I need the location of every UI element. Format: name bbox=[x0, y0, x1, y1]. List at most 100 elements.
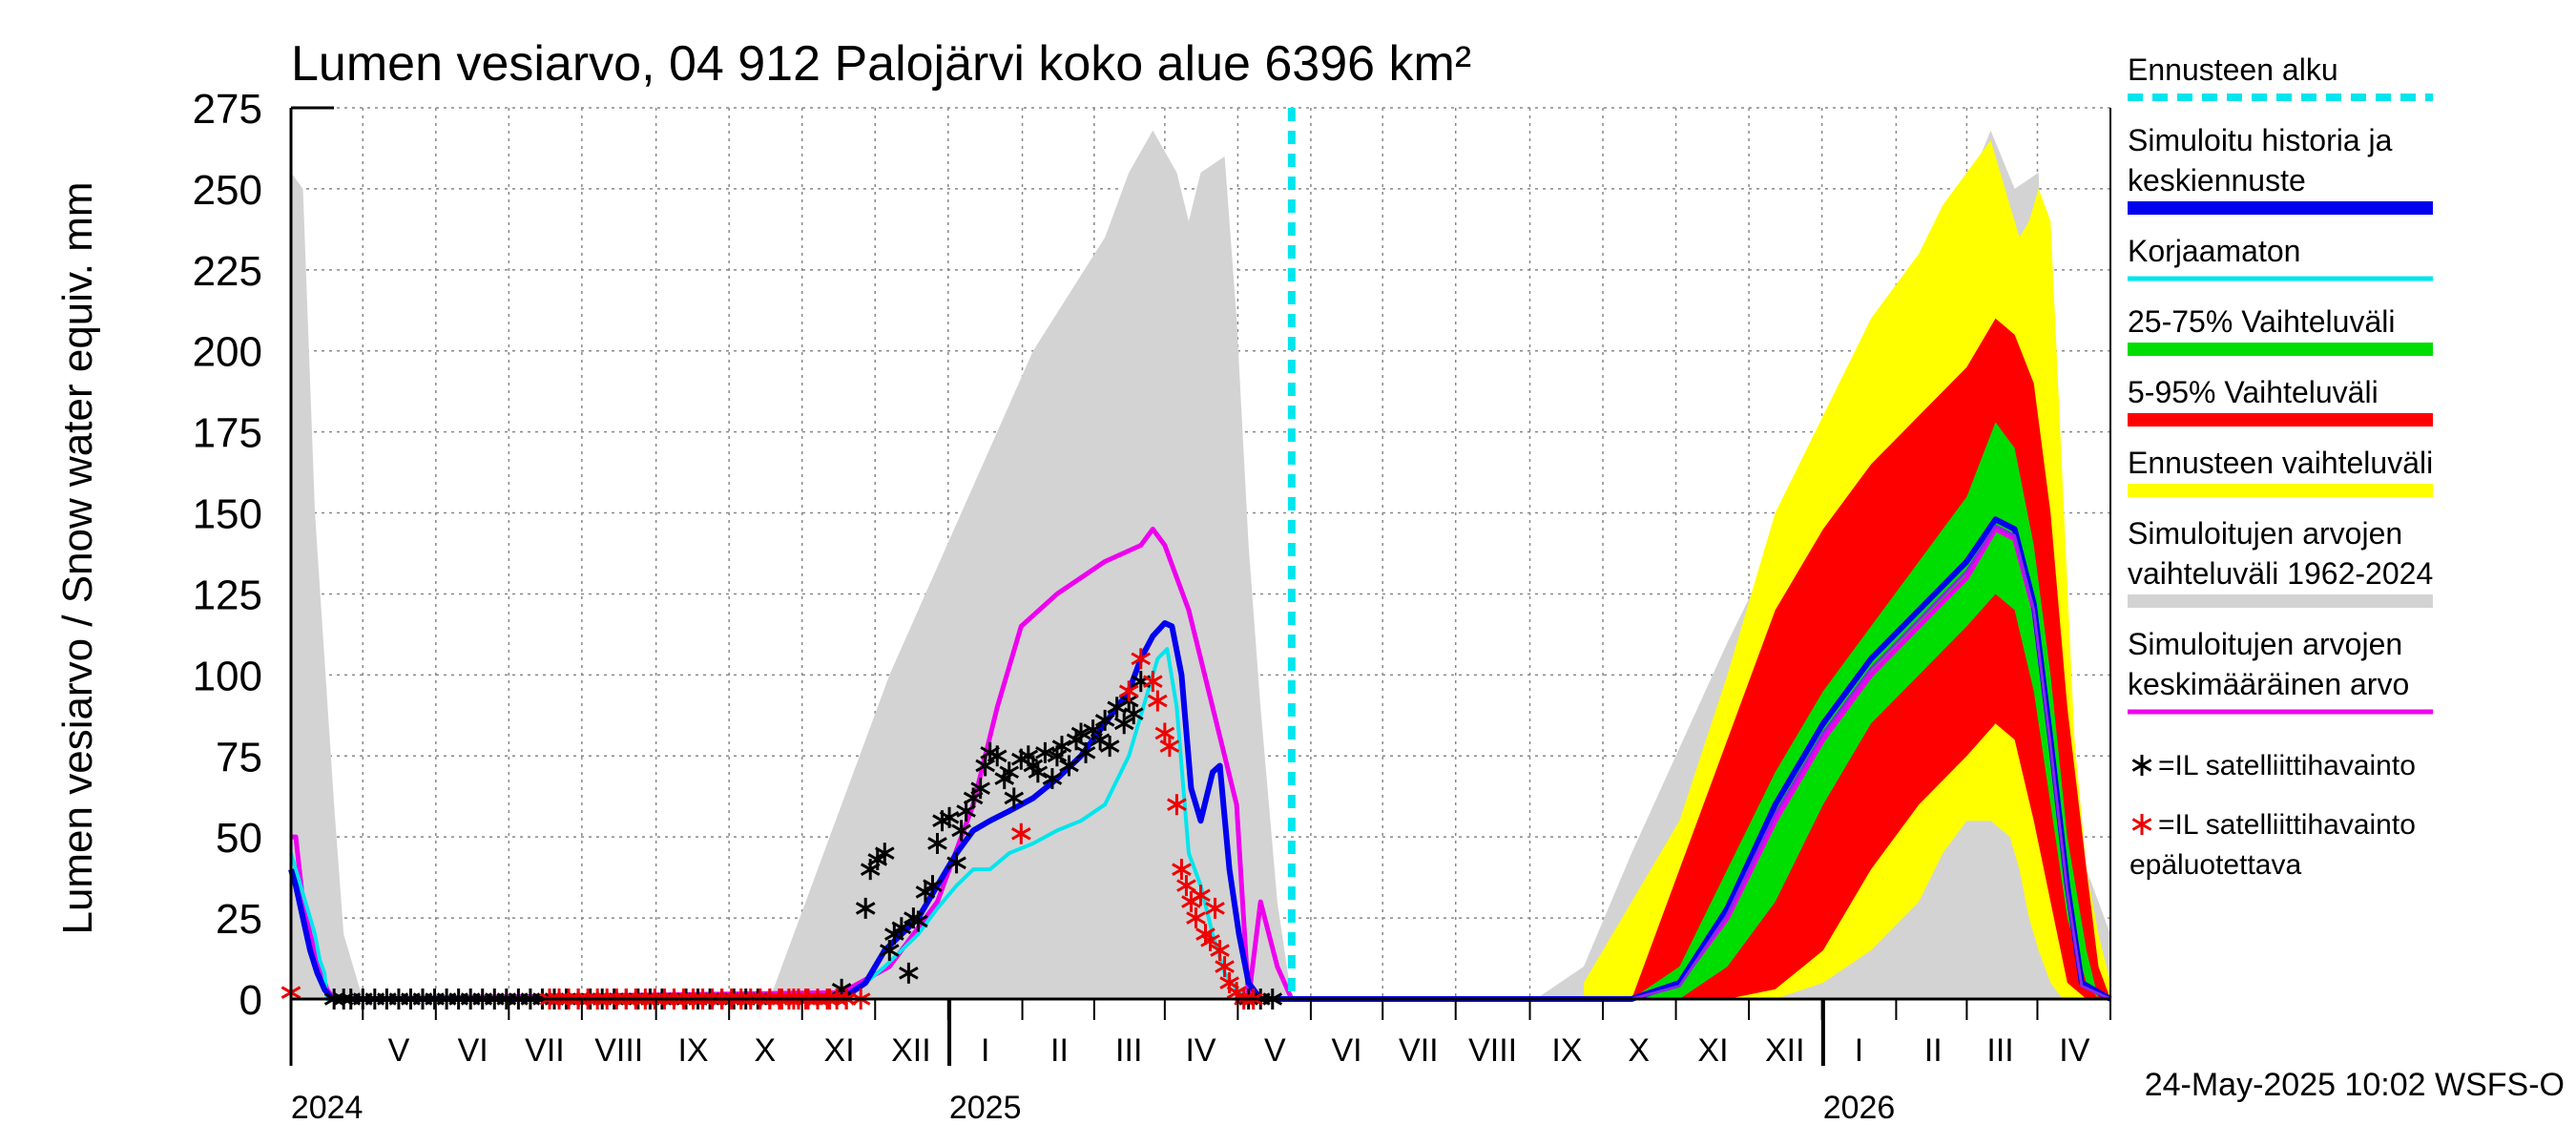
legend-label-0: Ennusteen alku bbox=[2128, 52, 2338, 87]
series-line-0 bbox=[291, 527, 1295, 1002]
marker-1-9 bbox=[1010, 822, 1031, 844]
y-tick-label-8: 200 bbox=[193, 329, 262, 376]
y-tick-label-7: 175 bbox=[193, 410, 262, 457]
month-label-22: III bbox=[1986, 1032, 2013, 1069]
marker-0-72-stroke-2 bbox=[1059, 759, 1079, 773]
marker-0-54 bbox=[951, 820, 971, 842]
marker-0-75 bbox=[1075, 741, 1096, 763]
marker-0-79-stroke-2 bbox=[1099, 739, 1120, 753]
marker-0-53-stroke-2 bbox=[946, 856, 966, 870]
legend-marker-label-1: =IL satelliittihavainto bbox=[2158, 809, 2416, 841]
month-label-10: III bbox=[1115, 1032, 1142, 1069]
month-label-19: XII bbox=[1765, 1032, 1805, 1069]
marker-1-23 bbox=[1200, 929, 1220, 951]
marker-1-16 bbox=[1167, 794, 1187, 816]
marker-0-68-stroke-2 bbox=[1035, 746, 1055, 760]
legend-label-7: Simuloitujen arvojen bbox=[2128, 627, 2402, 661]
marker-0-42-stroke-2 bbox=[879, 944, 900, 957]
marker-0-54-stroke-2 bbox=[951, 823, 971, 838]
marker-0-60-stroke-2 bbox=[987, 749, 1008, 763]
marker-1-24-stroke-2 bbox=[1205, 902, 1225, 915]
y-tick-label-3: 75 bbox=[216, 734, 262, 781]
band-0 bbox=[291, 130, 2110, 1000]
month-label-15: VIII bbox=[1468, 1032, 1517, 1069]
month-label-4: IX bbox=[677, 1032, 708, 1069]
marker-1-26 bbox=[1215, 956, 1235, 978]
month-label-11: IV bbox=[1185, 1032, 1215, 1069]
legend-label-4: 5-95% Vaihteluväli bbox=[2128, 375, 2379, 409]
legend-label2-7: keskimääräinen arvo bbox=[2128, 667, 2409, 701]
marker-0-77-stroke-2 bbox=[1090, 733, 1111, 747]
marker-1-15 bbox=[1159, 736, 1180, 758]
month-label-14: VII bbox=[1399, 1032, 1439, 1069]
legend-marker-1-stroke-2 bbox=[2131, 818, 2152, 831]
marker-1-12-stroke-2 bbox=[1142, 675, 1163, 688]
y-tick-label-0: 0 bbox=[239, 977, 262, 1024]
month-label-8: I bbox=[981, 1032, 989, 1069]
marker-0-62 bbox=[999, 761, 1020, 783]
marker-1-13 bbox=[1148, 690, 1168, 712]
y-axis-label: Lumen vesiarvo / Snow water equiv. mm bbox=[54, 181, 101, 934]
marker-0-78-stroke-2 bbox=[1094, 714, 1115, 727]
marker-0-75-stroke-2 bbox=[1075, 746, 1096, 760]
marker-1-20-stroke-2 bbox=[1186, 911, 1206, 925]
marker-0-50-stroke-2 bbox=[927, 837, 947, 850]
marker-0-57-stroke-2 bbox=[970, 781, 990, 796]
month-label-12: V bbox=[1264, 1032, 1286, 1069]
marker-0-69 bbox=[1042, 768, 1063, 790]
marker-0-44 bbox=[891, 917, 912, 939]
year-label-2: 2026 bbox=[1823, 1090, 1896, 1126]
month-label-3: VIII bbox=[594, 1032, 643, 1069]
month-label-9: II bbox=[1050, 1032, 1069, 1069]
marker-1-21-stroke-2 bbox=[1191, 888, 1211, 903]
marker-1-11-stroke-2 bbox=[1131, 652, 1152, 666]
chart-title: Lumen vesiarvo, 04 912 Palojärvi koko al… bbox=[291, 36, 1471, 92]
marker-0-63-stroke-2 bbox=[1004, 791, 1025, 805]
month-label-21: II bbox=[1924, 1032, 1942, 1069]
marker-1-25-stroke-2 bbox=[1210, 944, 1230, 957]
marker-1-24 bbox=[1205, 897, 1225, 919]
month-label-16: IX bbox=[1551, 1032, 1582, 1069]
y-tick-label-6: 150 bbox=[193, 491, 262, 538]
marker-1-9-stroke-2 bbox=[1010, 826, 1031, 841]
marker-0-67-stroke-2 bbox=[1028, 765, 1049, 780]
marker-0-62-stroke-2 bbox=[999, 765, 1020, 780]
marker-1-11 bbox=[1131, 648, 1152, 670]
marker-0-49 bbox=[923, 875, 943, 897]
marker-0-41 bbox=[874, 843, 895, 864]
legend-label2-1: keskiennuste bbox=[2128, 163, 2306, 198]
marker-0-63 bbox=[1004, 787, 1025, 809]
marker-1-26-stroke-2 bbox=[1215, 960, 1235, 973]
marker-1-14-stroke-2 bbox=[1154, 726, 1175, 740]
month-label-1: VI bbox=[458, 1032, 488, 1069]
year-label-1: 2025 bbox=[949, 1090, 1022, 1126]
marker-1-27-stroke-2 bbox=[1219, 976, 1239, 989]
marker-1-18-stroke-2 bbox=[1176, 879, 1196, 892]
legend-marker-0-stroke-2 bbox=[2131, 759, 2152, 772]
marker-0-38-stroke-2 bbox=[855, 902, 876, 915]
footer-timestamp: 24-May-2025 10:02 WSFS-O bbox=[2145, 1067, 2565, 1103]
y-tick-label-4: 100 bbox=[193, 653, 262, 699]
marker-0-67 bbox=[1028, 761, 1049, 783]
y-tick-label-2: 50 bbox=[216, 815, 262, 862]
marker-1-15-stroke-2 bbox=[1159, 739, 1180, 753]
marker-0-74 bbox=[1070, 722, 1091, 744]
legend: Ennusteen alku Simuloitu historia ja keski… bbox=[2128, 52, 2433, 881]
legend-label-1: Simuloitu historia ja bbox=[2128, 123, 2393, 157]
marker-0-52 bbox=[939, 806, 960, 828]
marker-0-72 bbox=[1059, 755, 1079, 777]
y-tick-label-9: 225 bbox=[193, 248, 262, 295]
y-tick-label-5: 125 bbox=[193, 572, 262, 618]
marker-0-38 bbox=[855, 897, 876, 919]
marker-0-57 bbox=[970, 778, 990, 800]
marker-0-49-stroke-2 bbox=[923, 879, 943, 892]
marker-0-79 bbox=[1099, 736, 1120, 758]
marker-1-20 bbox=[1186, 907, 1206, 929]
marker-0-50 bbox=[927, 832, 947, 854]
legend-label-6: Simuloitujen arvojen bbox=[2128, 516, 2402, 551]
marker-1-25 bbox=[1210, 940, 1230, 962]
marker-0-44-stroke-2 bbox=[891, 921, 912, 935]
marker-1-16-stroke-2 bbox=[1167, 798, 1187, 812]
marker-0-53 bbox=[946, 852, 966, 874]
